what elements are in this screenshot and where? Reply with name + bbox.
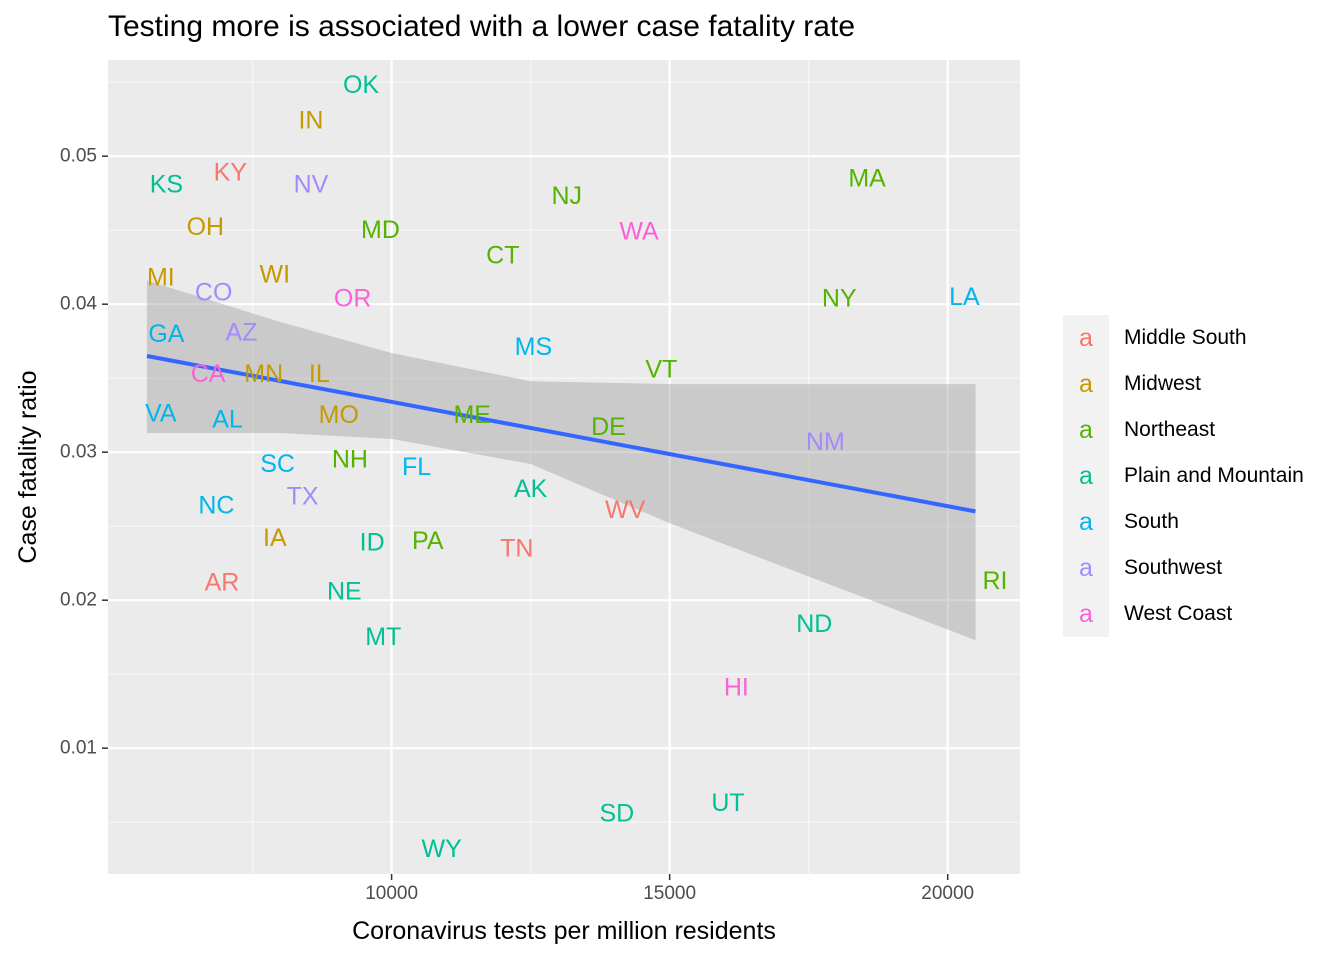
state-label-ar: AR [205, 568, 240, 596]
y-tick-label: 0.03 [60, 442, 97, 463]
state-label-la: LA [949, 283, 980, 311]
legend-key: a [1063, 545, 1109, 591]
state-label-nj: NJ [551, 182, 582, 210]
state-label-ne: NE [327, 577, 362, 605]
legend-label: West Coast [1124, 602, 1233, 625]
plot-panel [108, 60, 1020, 874]
state-label-nv: NV [294, 170, 329, 198]
trend-line-layer [146, 354, 976, 514]
legend-key: a [1063, 407, 1109, 453]
legend-key: a [1063, 453, 1109, 499]
state-label-mn: MN [244, 360, 283, 388]
state-label-oh: OH [187, 213, 225, 241]
state-label-wi: WI [260, 261, 291, 289]
state-label-wv: WV [605, 496, 646, 524]
state-label-ms: MS [515, 333, 553, 361]
legend-item: a Midwest [1063, 361, 1304, 407]
state-label-mi: MI [147, 264, 175, 292]
state-label-al: AL [212, 406, 243, 434]
state-label-ct: CT [486, 241, 519, 269]
state-label-mt: MT [365, 623, 401, 651]
state-label-wa: WA [619, 218, 659, 246]
legend-key: a [1063, 361, 1109, 407]
legend-label: Middle South [1124, 326, 1247, 349]
x-axis-title: Coronavirus tests per million residents [352, 917, 776, 945]
state-label-ny: NY [822, 284, 857, 312]
confidence-band-layer [146, 280, 976, 641]
state-label-pa: PA [412, 527, 444, 555]
trend-line [146, 354, 976, 514]
state-label-de: DE [591, 413, 626, 441]
legend-key: a [1063, 499, 1109, 545]
state-label-nh: NH [332, 446, 368, 474]
legend-item: a Northeast [1063, 407, 1304, 453]
legend-label: Northeast [1124, 418, 1216, 441]
state-label-nm: NM [806, 428, 845, 456]
state-label-ak: AK [514, 475, 548, 503]
legend: a Middle South a Midwest a Northeast a Plain an… [1063, 315, 1304, 637]
legend-key: a [1063, 315, 1109, 361]
legend-item: a Southwest [1063, 545, 1304, 591]
legend-label: South [1124, 510, 1179, 533]
state-label-nd: ND [796, 610, 832, 638]
y-tick-label: 0.05 [60, 146, 97, 167]
legend-item: a South [1063, 499, 1304, 545]
state-label-sc: SC [260, 450, 295, 478]
state-label-ky: KY [214, 158, 248, 186]
state-label-tn: TN [500, 534, 533, 562]
state-label-ks: KS [150, 170, 183, 198]
x-tick-label: 20000 [921, 883, 974, 904]
state-label-ia: IA [263, 524, 287, 552]
x-tick-label: 15000 [643, 883, 696, 904]
state-labels: OK IN KY KS NV MA NJ OH MD WA CT MI WI CO OR NY LA GA AZ MS… [145, 71, 1007, 863]
y-tick-label: 0.02 [60, 590, 97, 611]
state-label-ri: RI [982, 567, 1007, 595]
legend-item: a West Coast [1063, 591, 1304, 637]
major-grid [108, 60, 1020, 874]
state-label-nc: NC [198, 491, 234, 519]
y-tick-label: 0.01 [60, 738, 97, 759]
state-label-mo: MO [319, 401, 359, 429]
state-label-sd: SD [599, 799, 634, 827]
legend-label: Midwest [1124, 372, 1202, 395]
state-label-ga: GA [148, 320, 184, 348]
state-label-in: IN [298, 107, 323, 135]
state-label-me: ME [453, 401, 491, 429]
axis-ticks: 10000 15000 20000 0.01 0.02 0.03 0.04 0.05 [60, 146, 974, 904]
state-label-az: AZ [225, 318, 257, 346]
y-axis-title: Case fatality ratio [14, 370, 42, 563]
legend-item: a Middle South [1063, 315, 1304, 361]
chart-title: Testing more is associated with a lower … [108, 10, 855, 43]
state-label-co: CO [195, 278, 233, 306]
x-tick-label: 10000 [365, 883, 418, 904]
state-label-fl: FL [402, 453, 431, 481]
legend-label: Plain and Mountain [1124, 464, 1304, 487]
state-label-ca: CA [191, 360, 226, 388]
legend-item: a Plain and Mountain [1063, 453, 1304, 499]
state-label-il: IL [309, 360, 330, 388]
legend-key: a [1063, 591, 1109, 637]
legend-label: Southwest [1124, 556, 1223, 579]
state-label-ma: MA [848, 164, 886, 192]
state-label-tx: TX [287, 483, 319, 511]
state-label-va: VA [145, 400, 177, 428]
state-label-wy: WY [422, 835, 463, 863]
state-label-ok: OK [343, 71, 379, 99]
confidence-band [146, 280, 976, 641]
y-tick-label: 0.04 [60, 294, 97, 315]
state-label-hi: HI [724, 674, 749, 702]
state-label-ut: UT [711, 789, 744, 817]
state-label-or: OR [334, 284, 372, 312]
minor-grid [108, 60, 1020, 874]
state-label-vt: VT [645, 355, 677, 383]
state-label-md: MD [361, 216, 400, 244]
state-label-id: ID [360, 528, 385, 556]
